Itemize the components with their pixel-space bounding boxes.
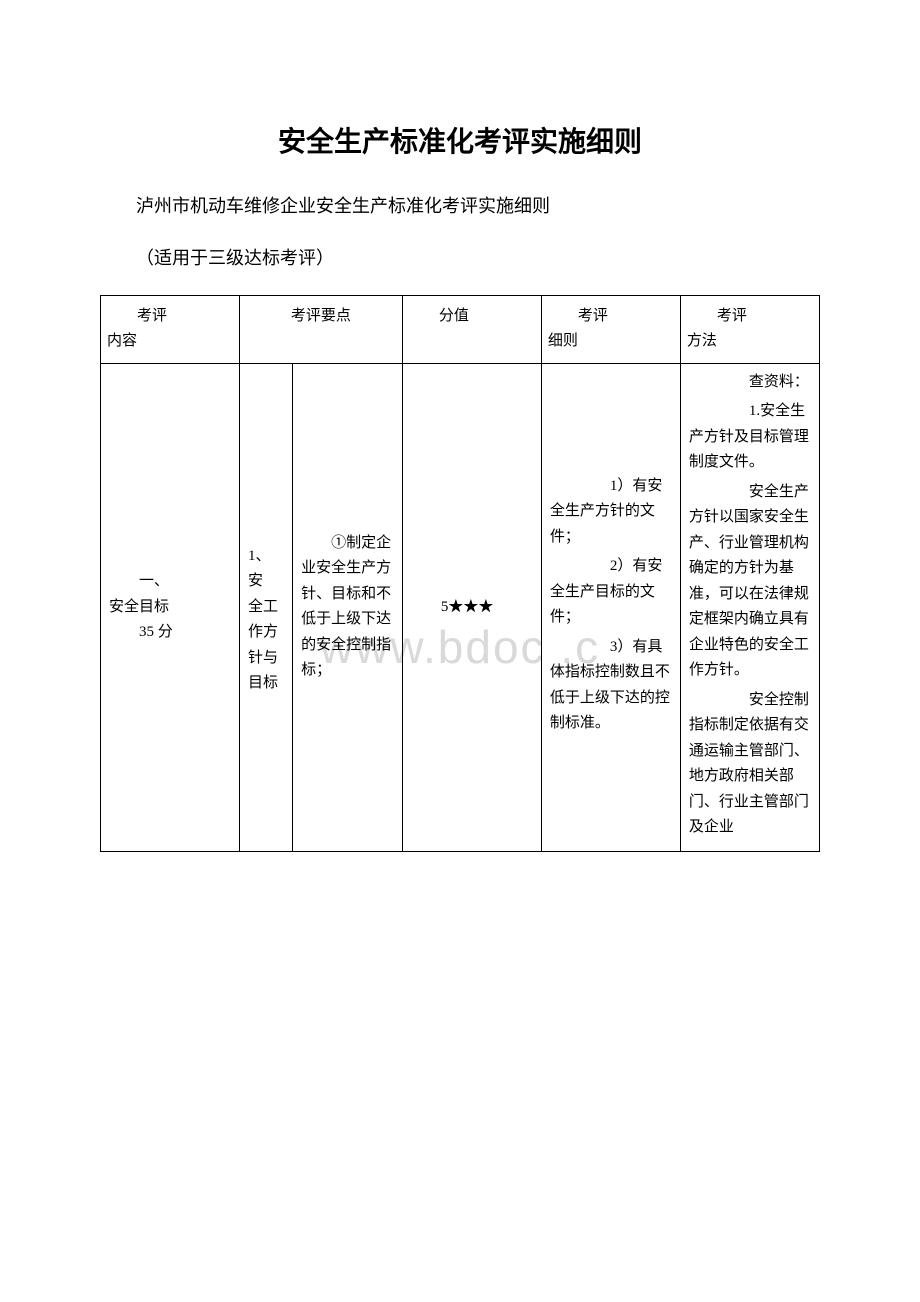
cell-score: 5★★★ (402, 363, 541, 851)
note-text: （适用于三级达标考评） (100, 242, 820, 274)
cell-keypoint-detail: ①制定企业安全生产方针、目标和不低于上级下达的安全控制指标； (293, 363, 403, 851)
cell-method: 查资料： 1.安全生产方针及目标管理制度文件。 安全生产方针以国家安全生产、行业… (680, 363, 819, 851)
evaluation-table: 考评 内容 考评要点 分值 考评 细则 考评 方法 一、 安全目标 35 分 (100, 295, 820, 852)
cell-keypoint-sub: 1、安 全工作方 针与目标 (240, 363, 293, 851)
cell-content-category: 一、 安全目标 35 分 (101, 363, 240, 851)
cell-rules: 1）有安全生产方针的文件； 2）有安全生产目标的文件； 3）有具体指标控制数且不… (541, 363, 680, 851)
header-score: 分值 (402, 295, 541, 363)
document-content: 安全生产标准化考评实施细则 泸州市机动车维修企业安全生产标准化考评实施细则 （适… (100, 120, 820, 852)
table-row: 一、 安全目标 35 分 1、安 全工作方 针与目标 ①制定企业安全生产方针、目… (101, 363, 820, 851)
header-content: 考评 内容 (101, 295, 240, 363)
header-rules: 考评 细则 (541, 295, 680, 363)
page-title: 安全生产标准化考评实施细则 (100, 120, 820, 160)
table-header-row: 考评 内容 考评要点 分值 考评 细则 考评 方法 (101, 295, 820, 363)
subtitle-text: 泸州市机动车维修企业安全生产标准化考评实施细则 (100, 190, 820, 222)
header-method: 考评 方法 (680, 295, 819, 363)
header-keypoints: 考评要点 (240, 295, 403, 363)
